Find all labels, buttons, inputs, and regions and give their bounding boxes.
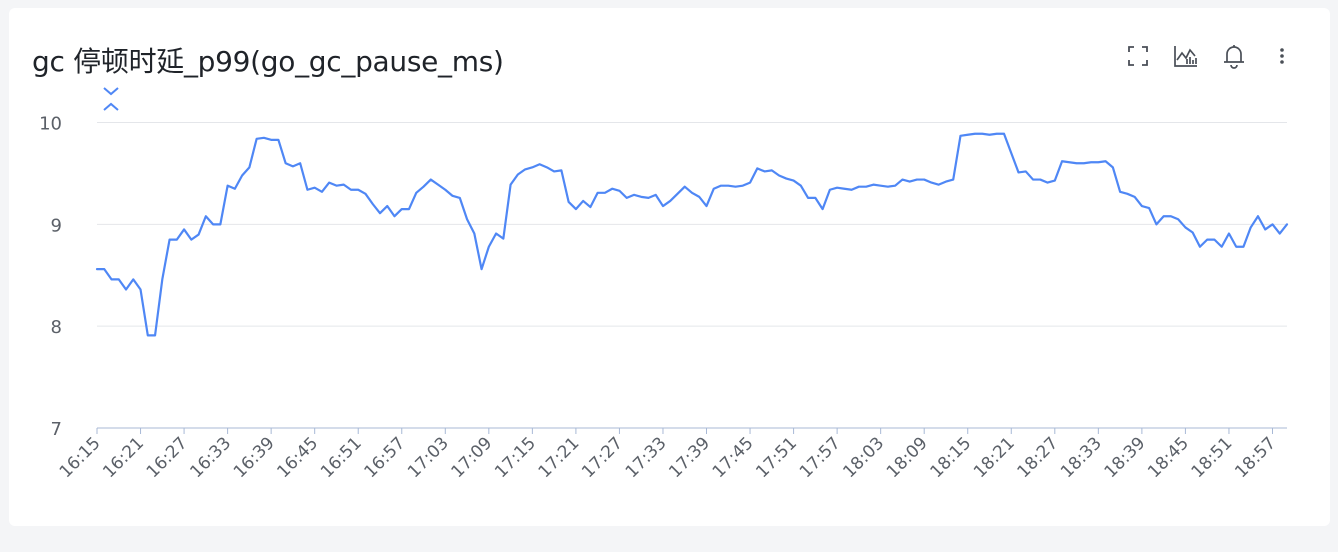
x-tick-label: 17:09: [448, 433, 497, 482]
y-tick-label: 8: [51, 317, 62, 338]
zoom-toggle-button[interactable]: [103, 87, 119, 111]
x-tick-label: 16:21: [99, 433, 148, 482]
x-tick-label: 17:45: [709, 433, 758, 482]
x-tick-label: 17:51: [752, 433, 801, 482]
alert-bell-icon: [1224, 45, 1244, 69]
x-tick-label: 18:27: [1014, 433, 1063, 482]
x-tick-label: 17:03: [404, 433, 453, 482]
x-tick-label: 16:27: [143, 433, 192, 482]
fullscreen-button[interactable]: [1124, 42, 1152, 70]
x-tick-label: 18:03: [839, 433, 888, 482]
x-tick-label: 18:51: [1188, 433, 1237, 482]
y-tick-label: 9: [51, 215, 62, 236]
y-tick-label: 10: [39, 114, 62, 135]
x-tick-label: 17:27: [578, 433, 627, 482]
more-menu-icon: [1280, 48, 1284, 64]
x-tick-label: 16:57: [361, 433, 410, 482]
x-tick-label: 16:33: [186, 433, 235, 482]
series-line[interactable]: [95, 132, 1289, 337]
x-tick-label: 18:45: [1144, 433, 1193, 482]
x-tick-label: 18:15: [926, 433, 975, 482]
x-tick-label: 18:21: [970, 433, 1019, 482]
x-tick-label: 17:57: [796, 433, 845, 482]
chart-panel: gc 停顿时延_p99(go_gc_pause_ms): [9, 8, 1330, 526]
x-tick-label: 17:15: [491, 433, 540, 482]
grid-layer: [97, 122, 1287, 327]
panel-toolbar: [1124, 42, 1296, 70]
x-tick-label: 17:33: [622, 433, 671, 482]
y-tick-label: 7: [51, 419, 62, 440]
x-tick-label: 16:51: [317, 433, 366, 482]
series-layer: [95, 132, 1289, 337]
x-tick-label: 17:21: [535, 433, 584, 482]
y-axis: 7 8 9 10: [39, 114, 62, 440]
x-tick-label: 18:39: [1101, 433, 1150, 482]
x-axis: 16:1516:2116:2716:3316:3916:4516:5116:57…: [56, 427, 1287, 482]
x-tick-label: 16:39: [230, 433, 279, 482]
chart-type-button[interactable]: [1172, 42, 1200, 70]
zoom-toggle-icon: [103, 87, 119, 111]
x-tick-label: 17:39: [665, 433, 714, 482]
panel-title: gc 停顿时延_p99(go_gc_pause_ms): [32, 45, 504, 78]
more-menu-button[interactable]: [1268, 42, 1296, 70]
chart-type-icon: [1174, 46, 1197, 67]
x-tick-label: 18:33: [1057, 433, 1106, 482]
x-tick-label: 18:09: [883, 433, 932, 482]
alert-button[interactable]: [1220, 42, 1248, 70]
x-tick-label: 16:45: [273, 433, 322, 482]
x-tick-label: 16:15: [56, 433, 105, 482]
x-tick-label: 18:57: [1231, 433, 1280, 482]
fullscreen-icon: [1128, 46, 1148, 66]
